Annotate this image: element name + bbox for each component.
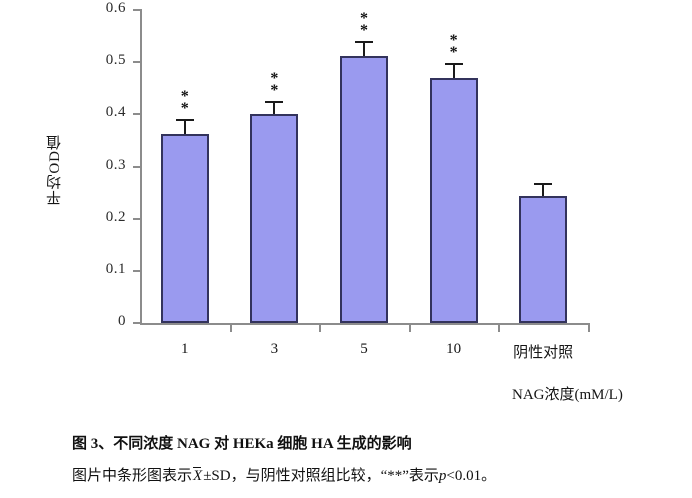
x-axis-line (140, 323, 590, 325)
bar (160, 134, 209, 323)
bar (519, 196, 568, 323)
asterisk-icon: * (449, 32, 458, 50)
y-axis-tick (133, 9, 142, 11)
asterisk-icon: * (360, 21, 368, 39)
significance-marker: * * (270, 70, 279, 100)
error-bar-cap (265, 101, 284, 104)
x-axis-tick (319, 323, 322, 332)
y-axis-tick-label: 0.5 (105, 52, 126, 69)
error-bar-stem (452, 65, 455, 78)
error-bar-cap (355, 40, 373, 43)
x-axis-tick-label: 1 (181, 341, 189, 357)
bar (429, 77, 478, 323)
figure-caption: 图 3、不同浓度 NAG 对 HEKa 细胞 HA 生成的影响 图片中条形图表示… (72, 428, 672, 492)
caption-text-a: 图片中条形图表示 (72, 468, 193, 484)
caption-text-c: <0.01。 (446, 468, 497, 484)
y-axis-tick-label: 0 (118, 313, 126, 329)
bar (250, 113, 299, 323)
y-axis-tick (133, 165, 142, 168)
bar-chart: 0 0.1 0.2 0.3 0.4 0.5 0.6 * * * * * * * * 1 3 5 10 阴性对照 平… (47, 0, 623, 403)
y-axis-tick-label: 0.4 (105, 104, 126, 121)
plot-area: * * * * * * * * (140, 10, 588, 323)
error-bar-cap (175, 119, 194, 122)
bar-group: * * (340, 10, 388, 323)
error-bar-stem (183, 121, 186, 135)
x-axis-title: NAG浓度(mM/L) (512, 387, 623, 403)
error-bar-stem (273, 103, 276, 114)
asterisk-icon: * (180, 88, 189, 106)
significance-marker: * * (360, 9, 368, 39)
y-axis-tick (133, 269, 142, 272)
error-bar-stem (363, 42, 365, 56)
x-axis-tick (408, 323, 411, 332)
asterisk-icon: * (180, 100, 189, 118)
y-axis-tick (133, 217, 142, 220)
x-axis-tick-label: 阴性对照 (513, 345, 574, 361)
bar (340, 55, 388, 323)
x-axis-tick (498, 323, 501, 332)
caption-text-b: ±SD，与阴性对照组比较，“**”表示 (203, 468, 439, 484)
x-bar-symbol: X (193, 468, 203, 484)
p-value-symbol: p (438, 468, 447, 484)
error-bar-stem (542, 185, 545, 197)
y-axis-tick-label: 0.1 (105, 260, 126, 277)
x-axis-tick-label: 10 (446, 341, 462, 357)
significance-marker: * * (449, 32, 458, 62)
asterisk-icon: * (360, 9, 368, 27)
caption-line-2: 图片中条形图表示X±SD，与阴性对照组比较，“**”表示p<0.01。 (72, 460, 672, 492)
bar-group (519, 10, 568, 323)
bar-group: * * (429, 10, 478, 323)
significance-marker: * * (180, 88, 189, 118)
y-axis-tick (133, 113, 142, 116)
x-axis-tick-label: 3 (270, 341, 279, 357)
y-axis-tick (133, 61, 142, 64)
x-axis-tick (588, 323, 590, 332)
x-axis-tick (229, 323, 232, 332)
error-bar-cap (534, 183, 553, 186)
y-axis-tick (133, 322, 142, 324)
y-axis-tick-label: 0.2 (105, 208, 126, 225)
asterisk-icon: * (449, 44, 458, 62)
caption-line-1: 图 3、不同浓度 NAG 对 HEKa 细胞 HA 生成的影响 (72, 436, 412, 452)
y-axis-tick-label: 0.6 (105, 0, 126, 16)
asterisk-icon: * (270, 82, 279, 100)
y-axis-title: 平均OD值 (47, 134, 63, 206)
error-bar-cap (444, 63, 463, 66)
y-axis-tick-label: 0.3 (105, 156, 126, 173)
asterisk-icon: * (270, 70, 279, 88)
x-axis-tick-label: 5 (360, 341, 368, 357)
bar-group: * * (160, 10, 209, 323)
bar-group: * * (250, 10, 299, 323)
